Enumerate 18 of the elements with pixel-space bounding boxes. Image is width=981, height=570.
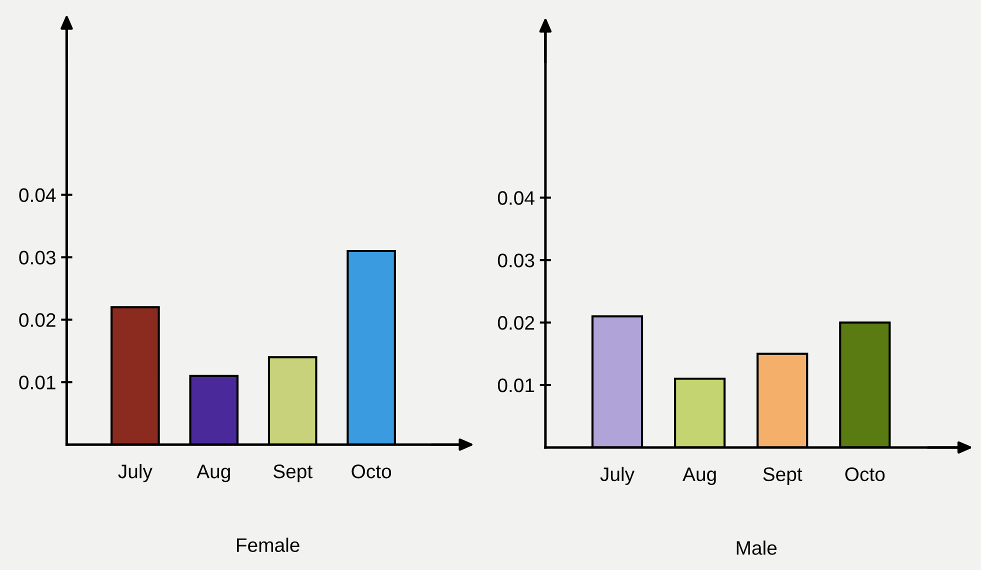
x-tick-label: Aug: [196, 464, 230, 482]
y-tick-label: 0.03: [19, 250, 56, 264]
x-axis-title: Female: [236, 538, 300, 552]
y-tick-label: 0.02: [19, 313, 56, 327]
x-tick-label: July: [118, 464, 152, 482]
x-tick-label: July: [600, 466, 635, 486]
x-axis-title: Male: [736, 540, 777, 555]
x-tick-label: Sept: [763, 467, 802, 486]
x-tick-label: Octo: [352, 464, 392, 478]
y-tick-label: 0.04: [498, 191, 534, 205]
y-tick-label: 0.01: [19, 376, 56, 390]
y-tick-label: 0.03: [498, 254, 534, 268]
y-tick-label: 0.02: [498, 316, 534, 330]
x-tick-label: Octo: [845, 467, 885, 482]
x-tick-label: Aug: [682, 468, 716, 486]
y-tick-label: 0.04: [19, 188, 56, 202]
y-tick-label: 0.01: [498, 378, 534, 392]
x-tick-label: Sept: [273, 464, 312, 482]
